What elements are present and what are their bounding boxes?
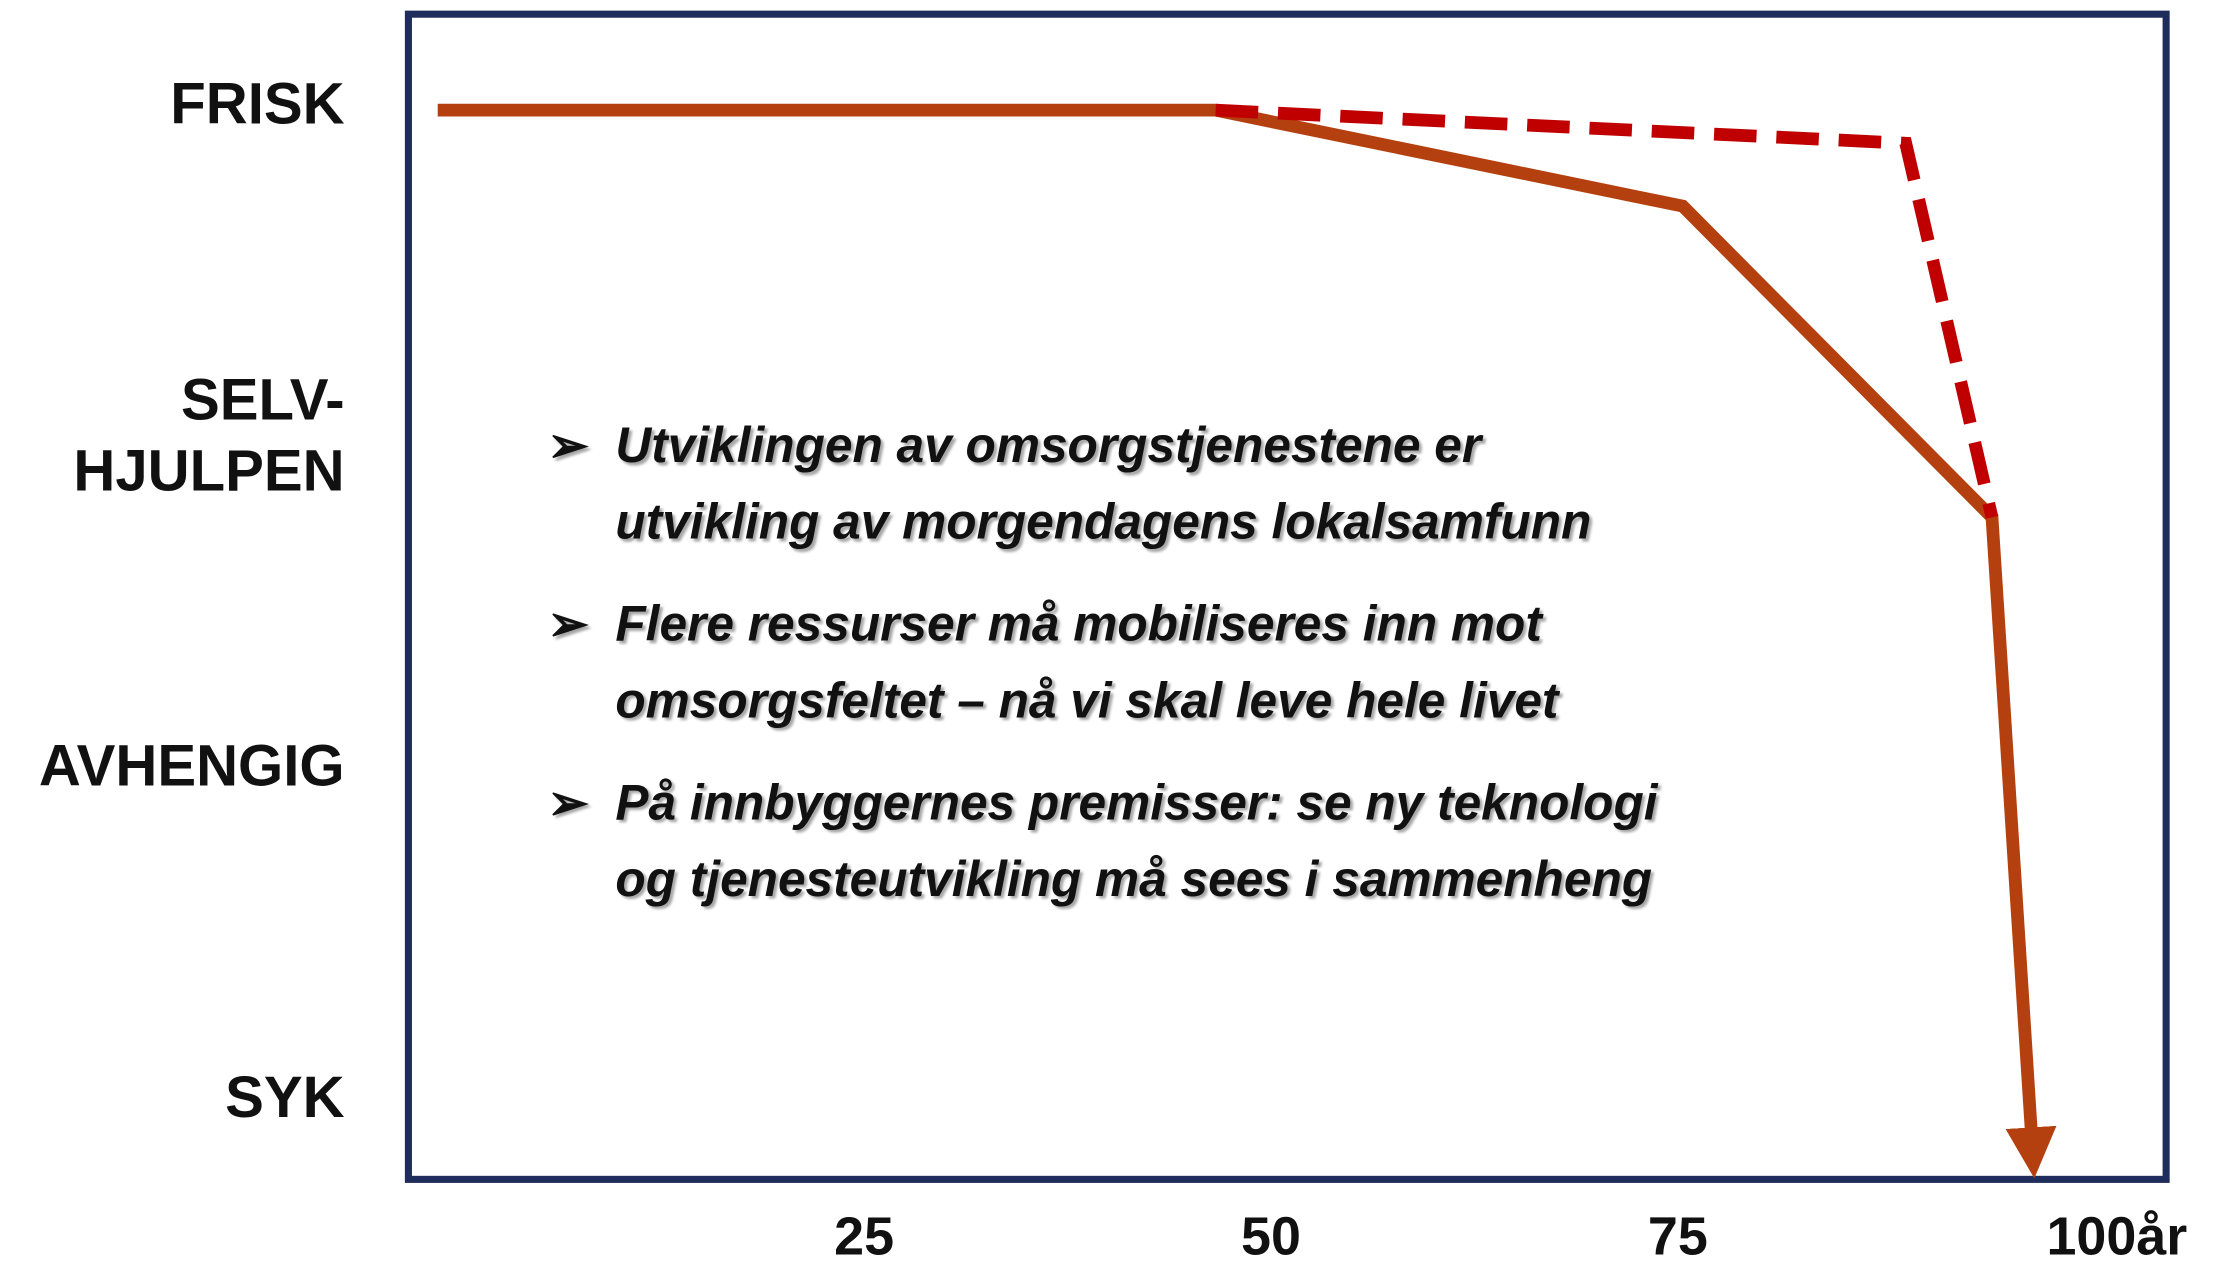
y-tick-label-box: SELV- HJULPEN <box>73 366 345 503</box>
y-tick-label-box: FRISK <box>170 70 345 137</box>
series-line <box>437 103 2057 1179</box>
plot-frame <box>404 10 2170 1183</box>
x-tick-label: 75 <box>1648 1206 1708 1263</box>
y-tick-label: SYK <box>225 1063 345 1130</box>
annotation-box: På innbyggernes premisser: se ny teknolo… <box>547 765 1823 928</box>
annotation-box: Utviklingen av omsorgstjenestene er utvi… <box>547 408 1823 571</box>
x-tick-label: 50 <box>1241 1206 1301 1263</box>
series-line <box>1215 103 1999 519</box>
annotation-box: Flere ressurser må mobiliseres inn mot o… <box>547 587 1823 750</box>
annotation: Utviklingen av omsorgstjenestene er utvi… <box>547 408 1823 561</box>
y-tick-label-box: AVHENGIG <box>38 732 345 799</box>
y-tick-label: FRISK <box>170 70 345 137</box>
y-tick-label-box: SYK <box>225 1063 345 1130</box>
y-tick-label: SELV- HJULPEN <box>73 366 345 503</box>
x-tick-label: 25 <box>834 1206 894 1263</box>
y-tick-label: AVHENGIG <box>38 732 345 799</box>
x-tick-label: 100år <box>2046 1206 2187 1263</box>
annotation: På innbyggernes premisser: se ny teknolo… <box>547 765 1823 918</box>
annotation: Flere ressurser må mobiliseres inn mot o… <box>547 587 1823 740</box>
